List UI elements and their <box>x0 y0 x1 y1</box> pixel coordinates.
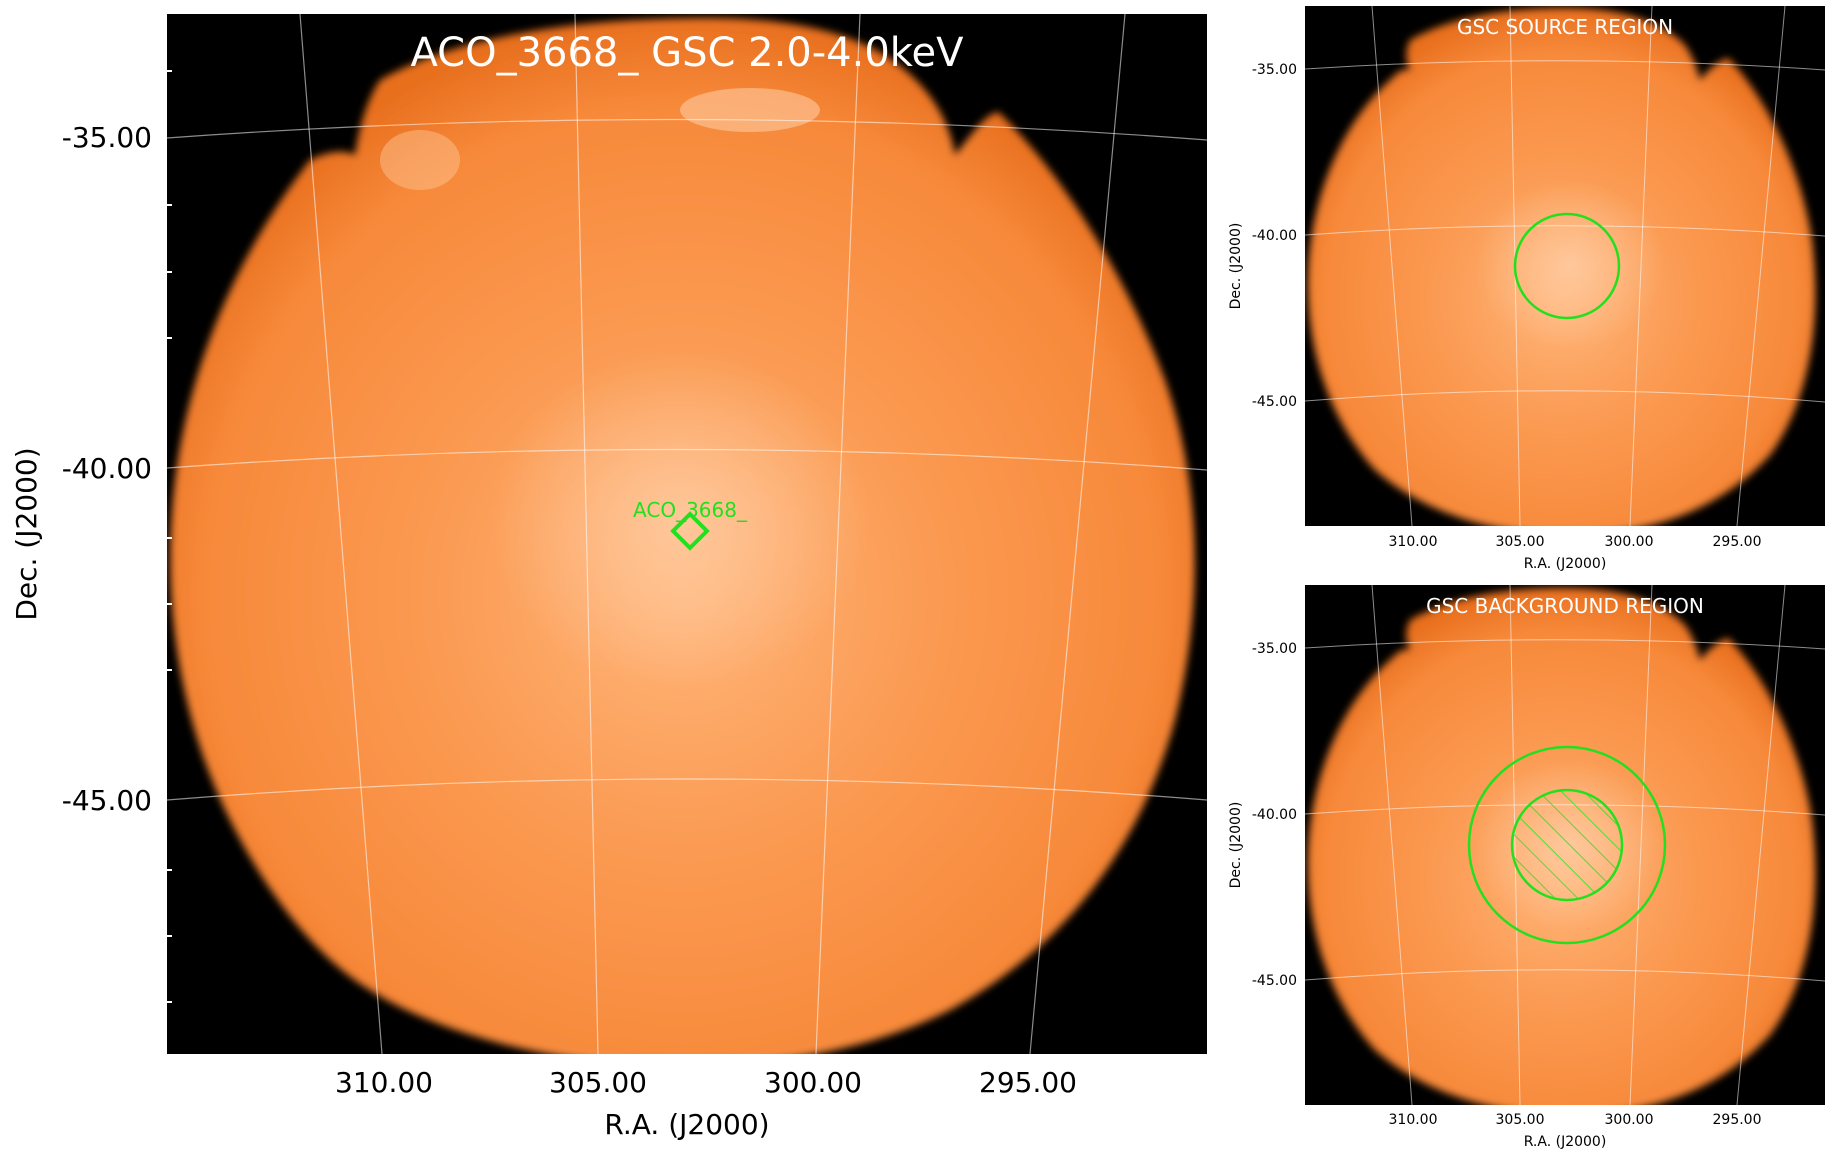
main-y-tick: -40.00 <box>62 452 152 485</box>
main-y-tick: -45.00 <box>62 784 152 817</box>
main-x-tick: 295.00 <box>979 1066 1077 1099</box>
source-y-tick: -45.00 <box>1252 394 1297 410</box>
source-region-panel: GSC SOURCE REGION -35.00 -40.00 -45.00 3… <box>1228 6 1825 572</box>
source-x-tick: 305.00 <box>1496 534 1545 550</box>
main-minor-ticks <box>167 70 172 1003</box>
main-coordinate-grid <box>167 14 1207 1054</box>
source-y-tick: -35.00 <box>1252 62 1297 78</box>
source-diamond <box>670 511 710 551</box>
background-y-tick: -45.00 <box>1252 973 1297 989</box>
source-region-circle <box>1513 212 1621 320</box>
background-coordinate-grid <box>1305 585 1825 1105</box>
background-annulus-outer <box>1467 745 1667 945</box>
main-edge-feature <box>380 130 460 190</box>
main-edge-feature <box>680 88 820 132</box>
source-coordinate-grid <box>1305 6 1825 526</box>
background-x-axis-label: R.A. (J2000) <box>1524 1134 1607 1150</box>
main-x-axis-label: R.A. (J2000) <box>604 1108 769 1141</box>
background-x-tick: 305.00 <box>1496 1112 1545 1128</box>
background-y-axis-label: Dec. (J2000) <box>1228 802 1244 889</box>
background-y-tick: -35.00 <box>1252 641 1297 657</box>
main-central-glow <box>490 350 870 690</box>
source-marker: ACO_3668_ <box>633 498 748 551</box>
background-x-tick: 310.00 <box>1389 1112 1438 1128</box>
main-x-tick: 305.00 <box>549 1066 647 1099</box>
source-x-tick: 295.00 <box>1713 534 1762 550</box>
source-x-tick: 310.00 <box>1389 534 1438 550</box>
background-panel-title: GSC BACKGROUND REGION <box>1426 594 1704 618</box>
background-excluded-inner <box>1510 788 1624 902</box>
source-y-axis-label: Dec. (J2000) <box>1228 223 1244 310</box>
background-region-panel: GSC BACKGROUND REGION -35.00 -40.00 -45.… <box>1228 585 1825 1150</box>
source-panel-title: GSC SOURCE REGION <box>1457 15 1673 39</box>
source-marker-label: ACO_3668_ <box>633 498 748 522</box>
background-y-tick: -40.00 <box>1252 807 1297 823</box>
main-y-tick: -35.00 <box>62 121 152 154</box>
main-x-tick: 310.00 <box>335 1066 433 1099</box>
background-x-tick: 295.00 <box>1713 1112 1762 1128</box>
background-x-tick: 300.00 <box>1605 1112 1654 1128</box>
main-panel: ACO_3668_ ACO_3668_ GSC 2.0-4.0keV -35.0… <box>10 14 1207 1141</box>
main-x-tick: 300.00 <box>764 1066 862 1099</box>
source-x-tick: 300.00 <box>1605 534 1654 550</box>
source-x-axis-label: R.A. (J2000) <box>1524 556 1607 572</box>
source-central-glow <box>1475 180 1665 350</box>
main-title: ACO_3668_ GSC 2.0-4.0keV <box>411 30 965 76</box>
source-y-tick: -40.00 <box>1252 228 1297 244</box>
main-y-axis-label: Dec. (J2000) <box>10 447 43 620</box>
